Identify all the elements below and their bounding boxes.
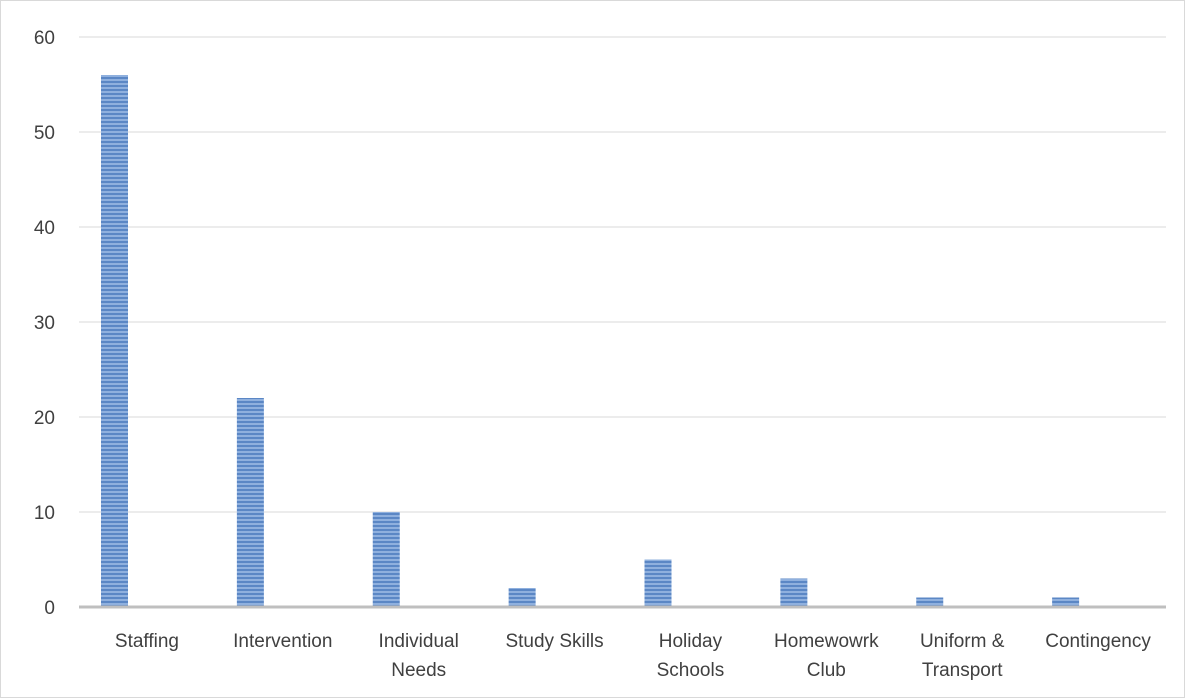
bar [644, 559, 672, 607]
category-label-line: Needs [391, 660, 446, 681]
bar [101, 75, 128, 607]
y-tick-label: 20 [34, 408, 55, 429]
bar [1052, 597, 1080, 607]
category-label-line: Uniform & [920, 631, 1005, 652]
y-tick-label: 50 [34, 123, 55, 144]
y-tick-label: 60 [34, 28, 55, 49]
category-label-line: Homewowrk [774, 631, 879, 652]
category-labels: Staffing Intervention Individual Needs Study… [115, 631, 1151, 681]
bar [236, 398, 264, 607]
category-label-line: Schools [657, 660, 725, 681]
category-label: Contingency [1045, 631, 1151, 652]
category-label: Intervention [233, 631, 332, 652]
category-label: Staffing [115, 631, 179, 652]
category-label-line: Club [807, 660, 846, 681]
bar [780, 578, 808, 607]
category-label-line: Study Skills [505, 631, 603, 652]
y-tick-labels: 0 10 20 30 40 50 60 [34, 28, 55, 619]
category-label-line: Intervention [233, 631, 332, 652]
y-tick-label: 0 [44, 598, 55, 619]
category-label-line: Individual [379, 631, 459, 652]
bars [101, 75, 1080, 607]
category-label: Holiday Schools [657, 631, 725, 681]
category-label-line: Transport [922, 660, 1003, 681]
category-label-line: Staffing [115, 631, 179, 652]
category-label: Homewowrk Club [774, 631, 879, 681]
bar [372, 512, 400, 607]
bar [508, 588, 536, 607]
bar [916, 597, 944, 607]
y-tick-label: 10 [34, 503, 55, 524]
category-label: Individual Needs [379, 631, 459, 681]
category-label: Uniform & Transport [920, 631, 1005, 681]
category-label-line: Contingency [1045, 631, 1151, 652]
category-label: Study Skills [505, 631, 603, 652]
y-tick-label: 40 [34, 218, 55, 239]
y-tick-label: 30 [34, 313, 55, 334]
category-label-line: Holiday [659, 631, 723, 652]
